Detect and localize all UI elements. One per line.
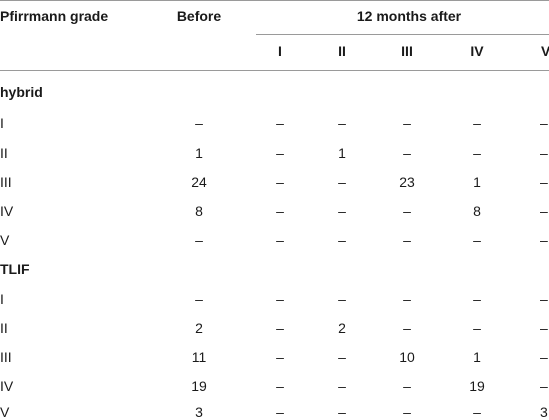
row-before: 3 bbox=[195, 404, 203, 420]
row-after-iv: 8 bbox=[473, 203, 481, 219]
row-before: 24 bbox=[191, 174, 207, 190]
row-after-iii: – bbox=[403, 232, 411, 248]
row-after-ii: – bbox=[338, 291, 346, 307]
row-before: – bbox=[195, 232, 203, 248]
row-after-ii: – bbox=[338, 378, 346, 394]
row-after-ii: 2 bbox=[338, 320, 346, 336]
row-grade: II bbox=[0, 320, 8, 336]
row-after-ii: – bbox=[338, 174, 346, 190]
header-grade: Pfirrmann grade bbox=[0, 8, 109, 24]
row-after-iv: 1 bbox=[473, 349, 481, 365]
header-after: 12 months after bbox=[356, 8, 462, 24]
row-before: 11 bbox=[191, 349, 207, 365]
top-rule bbox=[0, 0, 549, 1]
row-after-iii: 10 bbox=[399, 349, 415, 365]
row-after-i: – bbox=[276, 349, 284, 365]
row-before: 2 bbox=[195, 320, 203, 336]
row-after-v: – bbox=[540, 349, 548, 365]
group-label-hybrid: hybrid bbox=[0, 84, 43, 100]
row-grade: III bbox=[0, 174, 12, 190]
row-after-iii: – bbox=[403, 145, 411, 161]
row-after-ii: – bbox=[338, 115, 346, 131]
row-grade: IV bbox=[0, 378, 14, 394]
row-after-iii: – bbox=[403, 115, 411, 131]
row-after-ii: – bbox=[338, 349, 346, 365]
row-after-v: – bbox=[540, 291, 548, 307]
header-sub-iii: III bbox=[401, 43, 413, 59]
row-after-iv: – bbox=[473, 115, 481, 131]
row-after-v: – bbox=[540, 145, 548, 161]
row-before: 19 bbox=[191, 378, 207, 394]
header-sub-iv: IV bbox=[470, 43, 484, 59]
row-after-v: – bbox=[540, 320, 548, 336]
row-after-ii: – bbox=[338, 232, 346, 248]
after-span-rule bbox=[256, 34, 549, 35]
row-after-i: – bbox=[276, 232, 284, 248]
row-after-ii: – bbox=[338, 404, 346, 420]
row-after-i: – bbox=[276, 320, 284, 336]
row-after-ii: 1 bbox=[338, 145, 346, 161]
group-label-tlif: TLIF bbox=[0, 261, 30, 277]
row-after-iv: – bbox=[473, 145, 481, 161]
row-grade: I bbox=[0, 291, 4, 307]
row-after-iv: – bbox=[473, 291, 481, 307]
row-after-iii: – bbox=[403, 203, 411, 219]
row-after-v: – bbox=[540, 174, 548, 190]
row-grade: IV bbox=[0, 203, 14, 219]
row-after-i: – bbox=[276, 145, 284, 161]
row-after-i: – bbox=[276, 203, 284, 219]
row-after-i: – bbox=[276, 404, 284, 420]
row-grade: III bbox=[0, 349, 12, 365]
header-sub-ii: II bbox=[338, 43, 346, 59]
row-after-ii: – bbox=[338, 203, 346, 219]
header-before: Before bbox=[176, 8, 222, 24]
row-after-iv: – bbox=[473, 404, 481, 420]
row-after-i: – bbox=[276, 378, 284, 394]
row-after-iv: 19 bbox=[469, 378, 485, 394]
row-grade: V bbox=[0, 404, 10, 420]
row-after-v: – bbox=[540, 378, 548, 394]
row-after-v: – bbox=[540, 203, 548, 219]
header-sub-i: I bbox=[278, 43, 282, 59]
row-after-iii: 23 bbox=[399, 174, 415, 190]
row-before: – bbox=[195, 115, 203, 131]
row-after-iii: – bbox=[403, 291, 411, 307]
row-before: – bbox=[195, 291, 203, 307]
row-after-v: – bbox=[540, 115, 548, 131]
row-after-i: – bbox=[276, 174, 284, 190]
row-after-iii: – bbox=[403, 404, 411, 420]
row-after-iii: – bbox=[403, 320, 411, 336]
row-after-iv: – bbox=[473, 232, 481, 248]
row-before: 8 bbox=[195, 203, 203, 219]
row-after-i: – bbox=[276, 291, 284, 307]
row-after-i: – bbox=[276, 115, 284, 131]
row-after-v: 3 bbox=[540, 404, 548, 420]
row-after-iii: – bbox=[403, 378, 411, 394]
row-grade: V bbox=[0, 232, 10, 248]
header-bottom-rule bbox=[0, 70, 549, 71]
row-after-iv: 1 bbox=[473, 174, 481, 190]
row-after-v: – bbox=[540, 232, 548, 248]
row-after-iv: – bbox=[473, 320, 481, 336]
row-grade: I bbox=[0, 115, 4, 131]
row-grade: II bbox=[0, 145, 8, 161]
row-before: 1 bbox=[195, 145, 203, 161]
header-sub-v: V bbox=[541, 43, 549, 59]
